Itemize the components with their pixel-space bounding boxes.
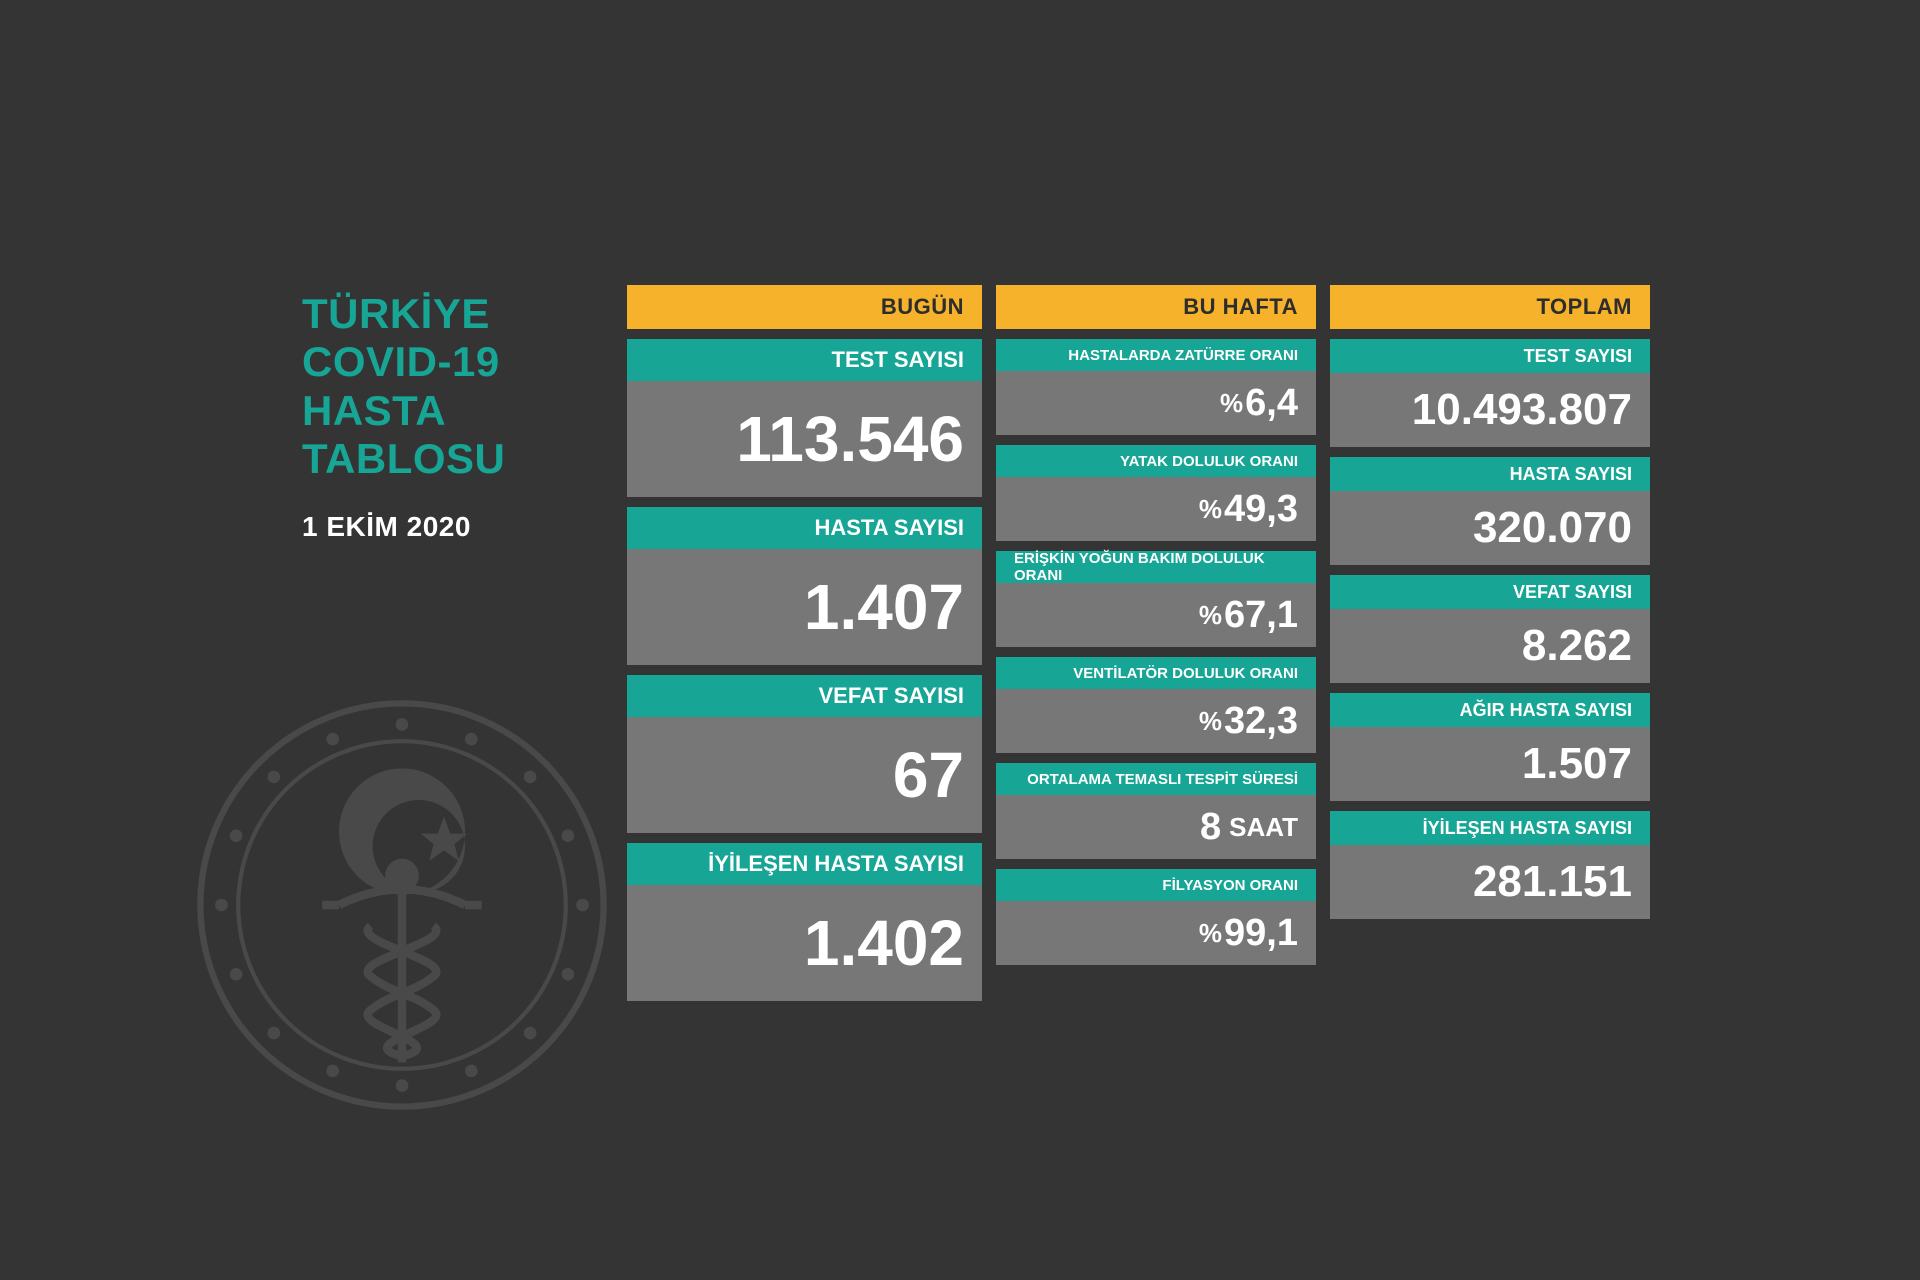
stats-grid: BUGÜN TEST SAYISI 113.546 HASTA SAYISI 1… (627, 285, 1650, 1001)
stat-value: 1.407 (627, 549, 982, 665)
stat-label: AĞIR HASTA SAYISI (1330, 693, 1650, 727)
stat-value: %32,3 (996, 689, 1316, 753)
stat-number: 8 (1200, 806, 1221, 849)
stat-label: FİLYASYON ORANI (996, 869, 1316, 901)
stat-label: ORTALAMA TEMASLI TESPİT SÜRESİ (996, 763, 1316, 795)
stat-card: ERİŞKİN YOĞUN BAKIM DOLULUK ORANI %67,1 (996, 551, 1316, 647)
stat-value: %67,1 (996, 583, 1316, 647)
title-line: TÜRKİYE (302, 290, 602, 338)
stat-unit: SAAT (1229, 812, 1298, 843)
stat-card: YATAK DOLULUK ORANI %49,3 (996, 445, 1316, 541)
stat-value: 1.507 (1330, 727, 1650, 801)
stat-label: HASTA SAYISI (627, 507, 982, 549)
stat-card: AĞIR HASTA SAYISI 1.507 (1330, 693, 1650, 801)
stat-label: HASTA SAYISI (1330, 457, 1650, 491)
title-line: COVID-19 (302, 338, 602, 386)
stat-value: %49,3 (996, 477, 1316, 541)
stat-value: 67 (627, 717, 982, 833)
title-date: 1 EKİM 2020 (302, 511, 602, 543)
stat-number: 49,3 (1224, 488, 1298, 531)
stat-label: HASTALARDA ZATÜRRE ORANI (996, 339, 1316, 371)
stat-value: 113.546 (627, 381, 982, 497)
stat-value: %6,4 (996, 371, 1316, 435)
stat-label: İYİLEŞEN HASTA SAYISI (1330, 811, 1650, 845)
column-header: BUGÜN (627, 285, 982, 329)
stat-card: ORTALAMA TEMASLI TESPİT SÜRESİ 8 SAAT (996, 763, 1316, 859)
column-header: BU HAFTA (996, 285, 1316, 329)
stat-number: 32,3 (1224, 700, 1298, 743)
stat-value: %99,1 (996, 901, 1316, 965)
column-header: TOPLAM (1330, 285, 1650, 329)
percent-sign: % (1199, 494, 1222, 525)
stat-card: FİLYASYON ORANI %99,1 (996, 869, 1316, 965)
stat-number: 99,1 (1224, 912, 1298, 955)
stat-number: 6,4 (1245, 382, 1298, 425)
title-line: TABLOSU (302, 435, 602, 483)
percent-sign: % (1220, 388, 1243, 419)
title-block: TÜRKİYE COVID-19 HASTA TABLOSU 1 EKİM 20… (302, 290, 602, 543)
title-line: HASTA (302, 387, 602, 435)
stat-card: TEST SAYISI 113.546 (627, 339, 982, 497)
stat-label: VENTİLATÖR DOLULUK ORANI (996, 657, 1316, 689)
percent-sign: % (1199, 706, 1222, 737)
stat-card: VENTİLATÖR DOLULUK ORANI %32,3 (996, 657, 1316, 753)
ministry-emblem-icon (192, 695, 612, 1115)
column-today: BUGÜN TEST SAYISI 113.546 HASTA SAYISI 1… (627, 285, 982, 1001)
stat-label: TEST SAYISI (1330, 339, 1650, 373)
stat-value: 320.070 (1330, 491, 1650, 565)
stat-label: İYİLEŞEN HASTA SAYISI (627, 843, 982, 885)
column-week: BU HAFTA HASTALARDA ZATÜRRE ORANI %6,4 Y… (996, 285, 1316, 1001)
stat-card: HASTA SAYISI 320.070 (1330, 457, 1650, 565)
stat-number: 67,1 (1224, 594, 1298, 637)
stat-label: VEFAT SAYISI (627, 675, 982, 717)
stat-card: İYİLEŞEN HASTA SAYISI 1.402 (627, 843, 982, 1001)
stat-value: 281.151 (1330, 845, 1650, 919)
stat-label: YATAK DOLULUK ORANI (996, 445, 1316, 477)
percent-sign: % (1199, 600, 1222, 631)
stat-label: TEST SAYISI (627, 339, 982, 381)
stat-card: HASTALARDA ZATÜRRE ORANI %6,4 (996, 339, 1316, 435)
stat-label: VEFAT SAYISI (1330, 575, 1650, 609)
stat-card: VEFAT SAYISI 8.262 (1330, 575, 1650, 683)
stat-card: VEFAT SAYISI 67 (627, 675, 982, 833)
stat-card: HASTA SAYISI 1.407 (627, 507, 982, 665)
stat-value: 1.402 (627, 885, 982, 1001)
stat-value: 8 SAAT (996, 795, 1316, 859)
stat-card: TEST SAYISI 10.493.807 (1330, 339, 1650, 447)
stat-label: ERİŞKİN YOĞUN BAKIM DOLULUK ORANI (996, 551, 1316, 583)
stat-value: 10.493.807 (1330, 373, 1650, 447)
stat-value: 8.262 (1330, 609, 1650, 683)
stat-card: İYİLEŞEN HASTA SAYISI 281.151 (1330, 811, 1650, 919)
column-total: TOPLAM TEST SAYISI 10.493.807 HASTA SAYI… (1330, 285, 1650, 1001)
dashboard-canvas: TÜRKİYE COVID-19 HASTA TABLOSU 1 EKİM 20… (232, 155, 1688, 1125)
percent-sign: % (1199, 918, 1222, 949)
